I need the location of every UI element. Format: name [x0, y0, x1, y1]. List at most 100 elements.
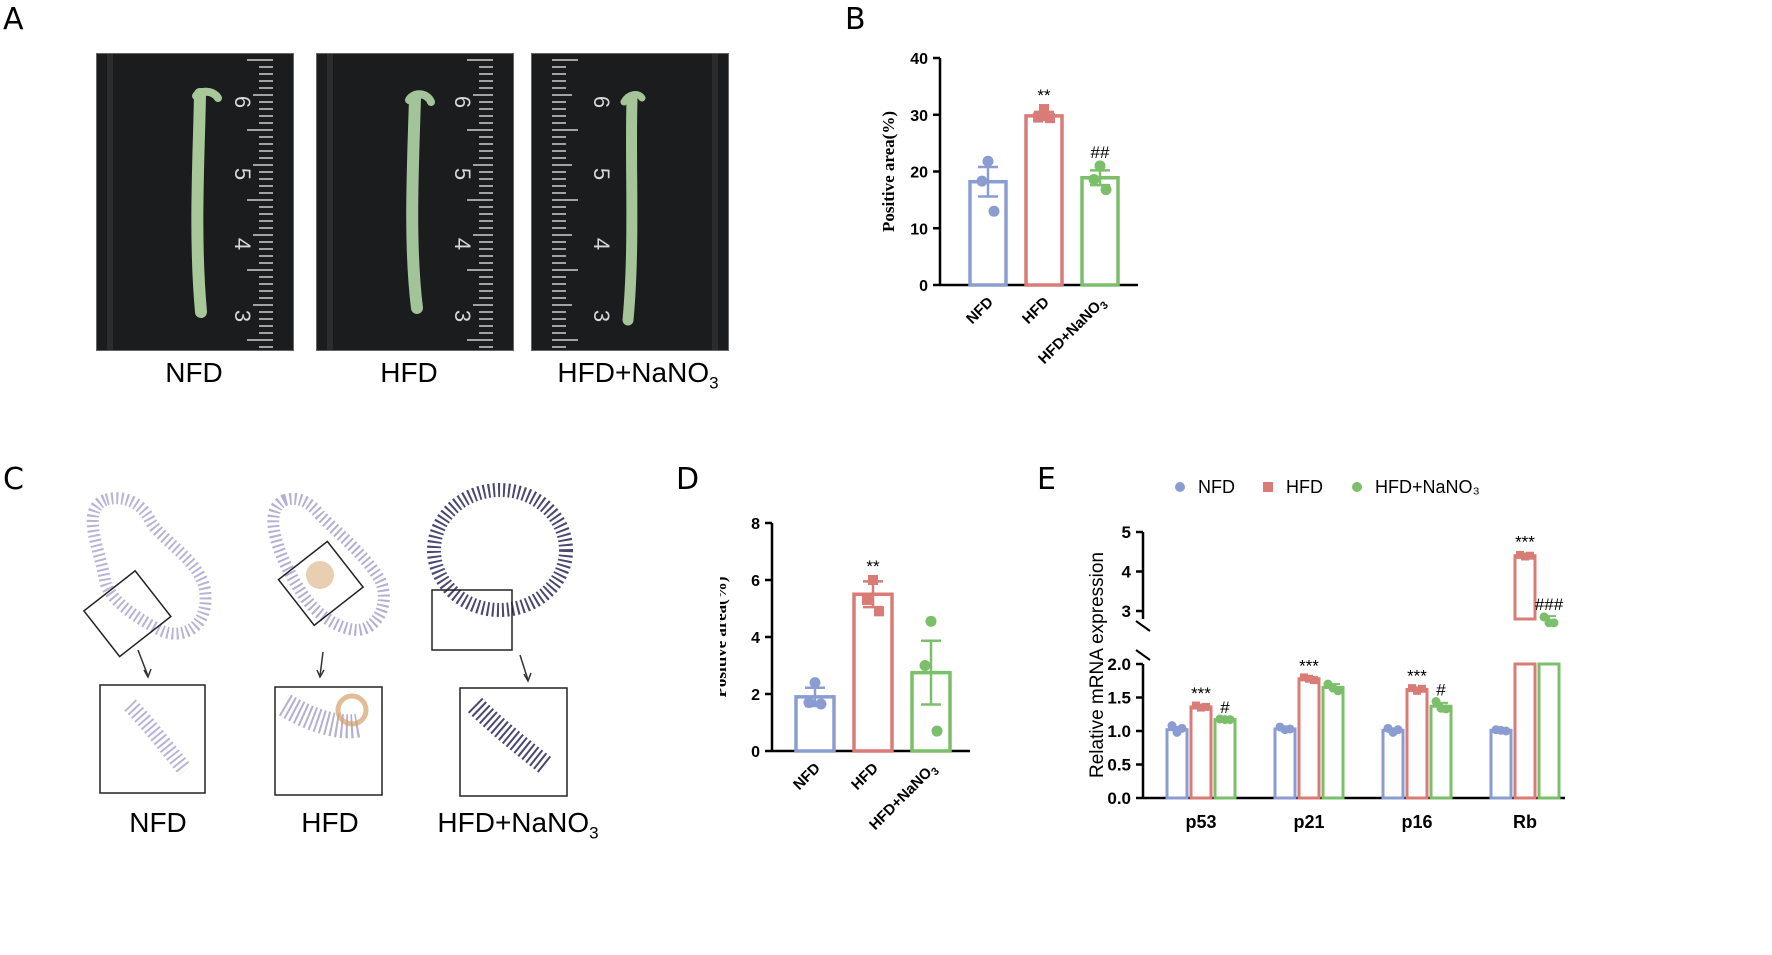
data-point: [874, 606, 884, 617]
x-tick-label: NFD: [963, 294, 997, 328]
data-point: [1285, 724, 1295, 734]
bar: [1189, 705, 1213, 800]
significance-label: ***: [1407, 666, 1427, 685]
x-tick-label: p16: [1401, 812, 1432, 832]
data-point: [1300, 673, 1308, 682]
chart-e: 0.0 0.5 1.0 1.5 2.0 3 4 5 Relative mRNA expressi…: [1087, 477, 1565, 832]
legend-label: NFD: [1198, 477, 1235, 497]
data-point: [919, 660, 931, 671]
data-point: [1094, 160, 1106, 172]
ruler-label: 6: [589, 96, 614, 108]
bar: [1321, 685, 1345, 800]
legend-marker: [1352, 482, 1362, 492]
ruler-label: 4: [450, 238, 475, 250]
ruler-label: 3: [230, 310, 255, 322]
bar: [1297, 677, 1321, 800]
significance-label: #: [1436, 681, 1446, 700]
bar: [1024, 114, 1064, 287]
significance-label: **: [1037, 86, 1051, 105]
data-point: [982, 155, 994, 167]
bar: [1165, 728, 1189, 800]
ruler-label: 4: [589, 238, 614, 250]
data-point: [1393, 725, 1403, 735]
histology-hfd-nano3: [427, 483, 573, 797]
x-tick-label: Rb: [1513, 812, 1537, 832]
data-point: [1418, 684, 1426, 693]
data-point: [1305, 674, 1313, 683]
data-point: [815, 698, 827, 710]
bar: [852, 592, 894, 753]
significance-label: **: [866, 557, 880, 576]
x-tick-label: HFD: [848, 760, 882, 794]
data-point: [1045, 113, 1055, 124]
significance-label: #: [1220, 698, 1230, 717]
ruler-hfd-nano3: [552, 59, 578, 348]
data-point: [1192, 701, 1200, 710]
aorta-specimen-nfd: 6 5 4 3: [107, 54, 273, 350]
y-axis-label: Positive area(%): [720, 576, 730, 697]
y-tick-label: 4: [751, 630, 760, 647]
data-point: [925, 615, 937, 627]
bar-upper: [1513, 554, 1537, 621]
panel-label-c: C: [3, 462, 24, 497]
data-point: [1167, 721, 1177, 731]
x-tick-label: HFD: [1019, 294, 1053, 328]
significance-label: ***: [1515, 533, 1535, 552]
data-point: [1526, 551, 1534, 560]
y-tick-label: 0: [751, 744, 760, 761]
data-point: [1100, 184, 1112, 196]
y-axis-label: Positive area(%): [880, 111, 898, 232]
histology-hfd: [267, 492, 390, 796]
ruler-label: 3: [589, 310, 614, 322]
ruler-hfd: [467, 59, 493, 348]
y-tick-label: 20: [910, 165, 928, 182]
legend-marker: [1175, 482, 1185, 492]
legend-label: HFD+NaNO₃: [1375, 477, 1480, 497]
data-point: [1333, 686, 1343, 696]
y-tick-label: 4: [1122, 563, 1132, 582]
aorta-photo-nfd: 6 5 4 3: [96, 53, 294, 351]
ruler-label: 6: [450, 96, 475, 108]
data-point: [988, 205, 1000, 217]
aorta-photo-hfd-nano3: 6 5 4 3: [531, 53, 729, 351]
ruler-label: 5: [230, 168, 255, 180]
aorta-photo-hfd: 6 5 4 3: [316, 53, 514, 351]
y-tick-label: 10: [910, 221, 928, 238]
bar-lower: [1537, 662, 1561, 800]
data-point: [1177, 723, 1187, 733]
ruler-label: 3: [450, 310, 475, 322]
aorta-specimen-hfd-nano3: 6 5 4 3: [552, 54, 718, 350]
y-tick-label: 5: [1122, 523, 1131, 542]
significance-label: ###: [1535, 595, 1564, 614]
y-tick-label: 2: [751, 687, 760, 704]
significance-label: ***: [1191, 684, 1211, 703]
data-point: [862, 594, 872, 605]
panel-label-e: E: [1037, 462, 1056, 497]
data-point: [1202, 702, 1210, 711]
caption-a-hfd: HFD: [380, 357, 438, 388]
y-axis-label: Relative mRNA expression: [1087, 552, 1108, 778]
bar: [1429, 704, 1453, 800]
caption-c-hfd-nano3: HFD+NaNO3: [437, 807, 599, 843]
bar: [1381, 728, 1405, 800]
bar: [1213, 718, 1237, 800]
data-point: [1521, 552, 1529, 561]
data-point: [976, 175, 988, 187]
y-tick-label: 6: [751, 573, 760, 590]
y-tick-label: 1.5: [1107, 689, 1131, 708]
data-point: [1225, 715, 1235, 725]
caption-a-nfd: NFD: [165, 357, 223, 388]
y-tick-label: 40: [910, 51, 928, 68]
ruler-label: 6: [230, 96, 255, 108]
data-point: [1088, 173, 1100, 185]
axis-break-mark: [1135, 649, 1151, 661]
panel-label-d: D: [676, 462, 700, 497]
y-tick-label: 2.0: [1107, 655, 1131, 674]
x-tick-label: p53: [1185, 812, 1216, 832]
legend-label: HFD: [1286, 477, 1323, 497]
data-point: [1539, 612, 1549, 622]
data-point: [809, 677, 821, 689]
ruler-label: 4: [230, 238, 255, 250]
